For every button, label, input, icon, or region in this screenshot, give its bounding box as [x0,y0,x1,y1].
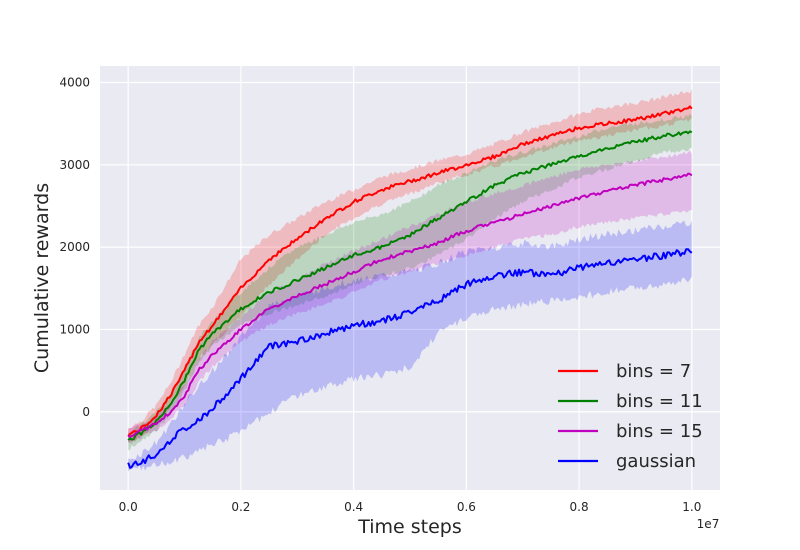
y-tick-label: 2000 [59,240,90,254]
y-tick-label: 3000 [59,158,90,172]
plot-area [100,66,720,490]
x-axis-label: Time steps [357,516,462,538]
grid-lines [100,66,720,490]
x-tick-label: 0.8 [570,500,589,514]
x-tick-label: 0.6 [457,500,476,514]
x-tick-label: 0.4 [344,500,363,514]
line-series-1 [127,130,693,441]
tick-labels: 0.0 0.2 0.4 0.6 0.8 1.0 0 1000 2000 3000 4000 [59,75,701,514]
band-series-2 [128,150,692,444]
line-series-2 [127,172,693,438]
line-series-3 [127,248,693,469]
x-tick-label: 1.0 [682,500,701,514]
line-series-0 [127,105,693,437]
x-axis-offset-label: 1e7 [697,517,720,531]
legend-label-0: bins = 7 [616,361,691,382]
legend: bins = 7 bins = 11 bins = 15 gaussian [558,361,703,472]
legend-label-3: gaussian [616,451,696,472]
x-tick-label: 0.0 [119,500,138,514]
x-tick-label: 0.2 [231,500,250,514]
series-lines [127,105,693,469]
legend-label-1: bins = 11 [616,391,703,412]
y-tick-label: 1000 [59,322,90,336]
legend-label-2: bins = 15 [616,421,703,442]
y-tick-label: 4000 [59,75,90,89]
band-series-3 [128,220,692,472]
confidence-bands [128,88,692,472]
y-tick-label: 0 [82,405,90,419]
band-series-0 [128,88,692,443]
band-series-1 [128,113,692,451]
y-axis-label: Cumulative rewards [31,183,53,373]
